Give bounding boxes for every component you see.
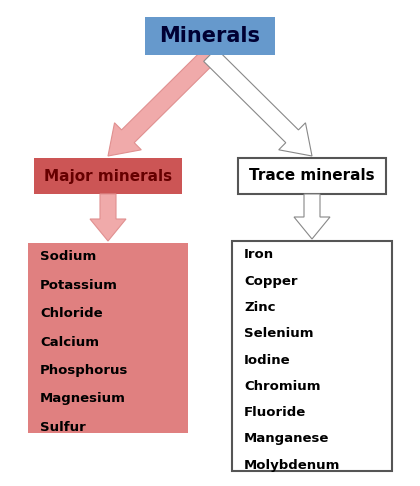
Polygon shape [294, 194, 330, 239]
Bar [232, 241, 392, 471]
Bar [28, 243, 188, 433]
Text: Sodium: Sodium [40, 250, 96, 263]
Polygon shape [108, 49, 216, 156]
Text: Potassium: Potassium [40, 279, 118, 292]
Polygon shape [204, 49, 312, 156]
Text: Sulfur: Sulfur [40, 420, 86, 434]
Text: Minerals: Minerals [160, 26, 260, 46]
Text: Iodine: Iodine [244, 353, 291, 366]
Bar [145, 17, 275, 55]
Bar [238, 158, 386, 194]
Text: Fluoride: Fluoride [244, 406, 306, 419]
Text: Magnesium: Magnesium [40, 392, 126, 405]
Text: Trace minerals: Trace minerals [249, 169, 375, 184]
Text: Chromium: Chromium [244, 380, 320, 393]
Text: Phosphorus: Phosphorus [40, 364, 129, 377]
Text: Molybdenum: Molybdenum [244, 458, 340, 471]
Text: Iron: Iron [244, 248, 274, 261]
Text: Copper: Copper [244, 275, 297, 288]
Text: Calcium: Calcium [40, 335, 99, 348]
Text: Major minerals: Major minerals [44, 169, 172, 184]
Bar [34, 158, 182, 194]
Text: Chloride: Chloride [40, 307, 102, 320]
Text: Manganese: Manganese [244, 432, 329, 445]
Polygon shape [90, 194, 126, 241]
Text: Selenium: Selenium [244, 327, 313, 340]
Text: Zinc: Zinc [244, 301, 276, 314]
